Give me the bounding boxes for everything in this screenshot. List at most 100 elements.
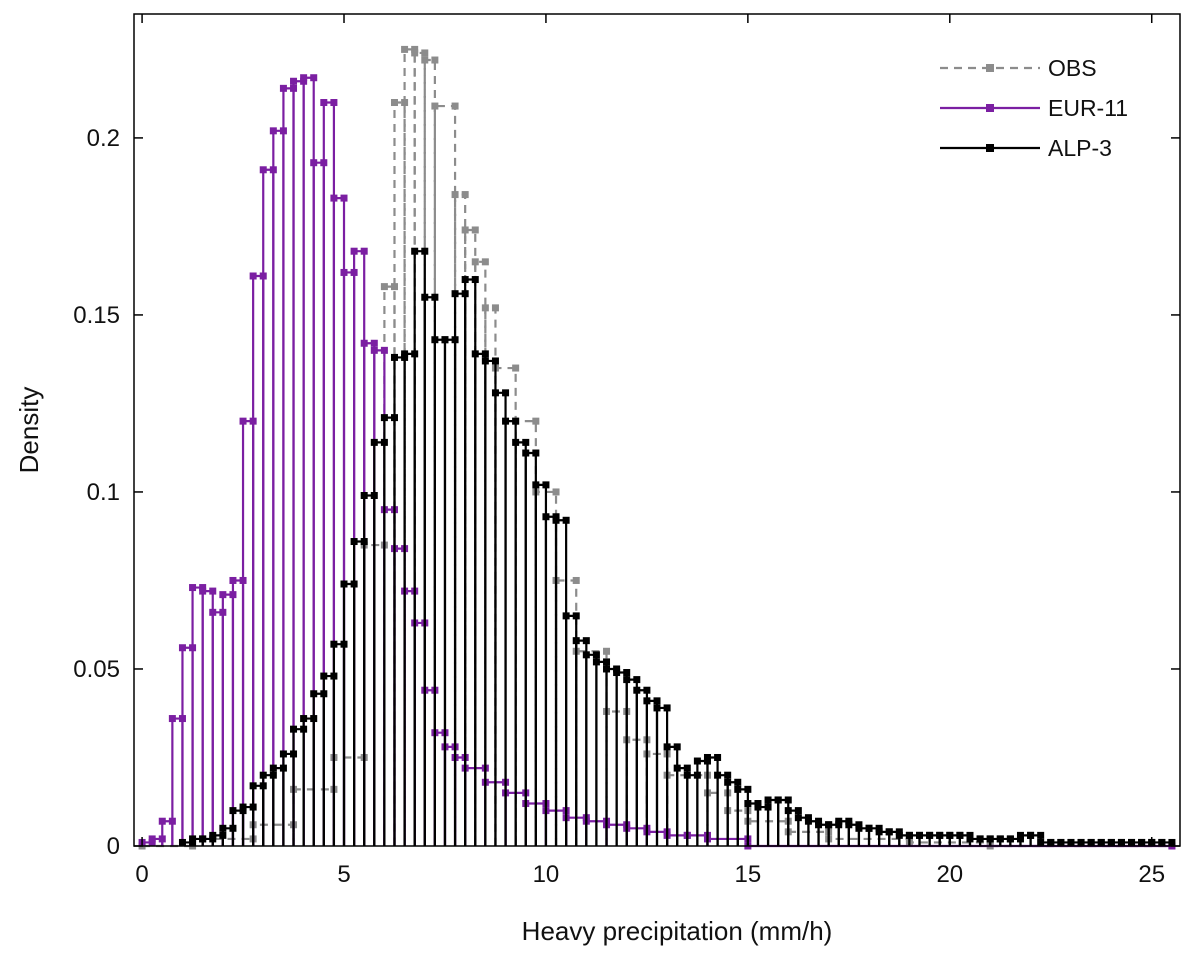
legend-item-alp-3: ALP-3 [940,135,1112,161]
marker-obs-18-1 [552,488,560,496]
marker-alp-3-59-0 [774,796,782,804]
marker-obs-6-0 [380,283,388,291]
bar-obs-6 [383,285,396,846]
marker-alp-3-11-0 [290,725,298,733]
marker-alp-3-28-1 [471,276,479,284]
marker-alp-3-20-0 [380,414,388,422]
marker-eur-11-8-0 [219,591,227,599]
legend-item-obs: OBS [940,55,1097,81]
bar-alp-3-37 [554,519,568,846]
bar-alp-3-25 [433,338,447,846]
y-axis-label: Density [14,387,44,474]
marker-alp-3-64-0 [825,821,833,829]
bar-obs-7 [393,101,406,846]
marker-alp-3-80-0 [986,835,994,843]
marker-alp-3-9-0 [269,764,277,772]
marker-alp-3-76-0 [946,831,954,839]
marker-obs-11-0 [431,102,439,110]
marker-eur-11-18-0 [320,99,328,107]
marker-alp-3-55-0 [734,785,742,793]
marker-eur-11-23-1 [380,346,388,354]
marker-obs-16-1 [512,364,520,372]
marker-eur-11-16-1 [310,74,318,82]
marker-alp-3-46-0 [643,697,651,705]
marker-obs-8-1 [411,45,419,53]
bar-alp-3-22 [403,352,416,846]
marker-eur-11-10-0 [239,417,247,425]
marker-alp-3-7-0 [249,782,257,790]
bar-alp-3-21 [393,356,406,846]
bar-obs-10 [423,58,436,846]
x-tick-label-4: 20 [936,861,963,888]
bar-eur-11-24 [383,508,396,846]
marker-alp-3-70-0 [885,828,893,836]
marker-obs-17-1 [532,417,540,425]
x-tick-label-1: 5 [337,861,350,888]
marker-alp-3-33-1 [522,438,530,446]
marker-alp-3-40-0 [582,651,590,659]
marker-alp-3-54-1 [734,778,742,786]
bar-alp-3-19 [373,441,386,846]
bar-alp-3-14 [322,674,336,846]
marker-eur-11-21-1 [360,247,368,255]
x-tick-label-3: 15 [735,861,762,888]
marker-alp-3-49-1 [683,764,691,772]
marker-alp-3-37-0 [552,516,560,524]
marker-eur-11-19-0 [330,194,338,202]
bar-alp-3-34 [524,451,537,846]
y-tick-label-4: 0.2 [87,125,120,152]
x-tick-label-0: 0 [135,861,148,888]
x-axis-label: Heavy precipitation (mm/h) [522,916,833,946]
marker-alp-3-60-0 [784,807,792,815]
bar-eur-11-22 [363,342,376,846]
marker-alp-3-16-0 [340,580,348,588]
bar-eur-11-4 [181,646,194,846]
marker-obs-10-1 [431,56,439,64]
marker-eur-11-6-1 [209,587,217,595]
marker-alp-3-87-0 [1057,838,1065,846]
marker-alp-3-4-0 [219,824,227,832]
marker-obs-19-1 [572,576,580,584]
bar-alp-3-16 [342,582,356,846]
marker-alp-3-75-0 [936,831,944,839]
marker-alp-3-10-0 [279,750,287,758]
marker-alp-3-83-0 [1016,831,1024,839]
bar-eur-11-3 [171,717,184,846]
marker-alp-3-62-1 [815,817,823,825]
marker-alp-3-22-0 [401,350,409,358]
bar-alp-3-31 [494,391,507,846]
bar-eur-11-13 [272,129,285,846]
marker-alp-3-47-0 [653,704,661,712]
marker-eur-11-20-0 [340,268,348,276]
marker-alp-3-48-1 [673,743,681,751]
bar-obs-14 [474,260,487,846]
marker-alp-3-36-1 [552,513,560,521]
bar-obs-4 [332,756,366,846]
bar-eur-11-20 [342,271,356,846]
marker-obs-15-1 [491,304,499,312]
marker-alp-3-47-1 [663,704,671,712]
bar-eur-11-18 [322,101,336,846]
marker-obs-11-1 [451,102,459,110]
marker-alp-3-55-1 [744,785,752,793]
marker-alp-3-1-0 [189,835,197,843]
marker-alp-3-43-0 [613,669,621,677]
marker-eur-11-14-0 [279,84,287,92]
bar-eur-11-5 [191,586,204,846]
marker-alp-3-27-0 [451,290,459,298]
marker-obs-12-1 [461,191,469,199]
marker-alp-3-93-0 [1117,838,1125,846]
marker-alp-3-34-1 [532,449,540,457]
marker-alp-3-84-1 [1037,831,1045,839]
marker-alp-3-79-0 [976,835,984,843]
marker-alp-3-66-0 [845,821,853,829]
bar-alp-3-9 [272,767,285,846]
marker-alp-3-44-0 [623,676,631,684]
marker-alp-3-8-0 [259,771,267,779]
bar-obs-9 [413,51,426,846]
marker-alp-3-58-0 [764,796,772,804]
marker-alp-3-32-1 [512,417,520,425]
marker-eur-11-6-0 [199,587,207,595]
